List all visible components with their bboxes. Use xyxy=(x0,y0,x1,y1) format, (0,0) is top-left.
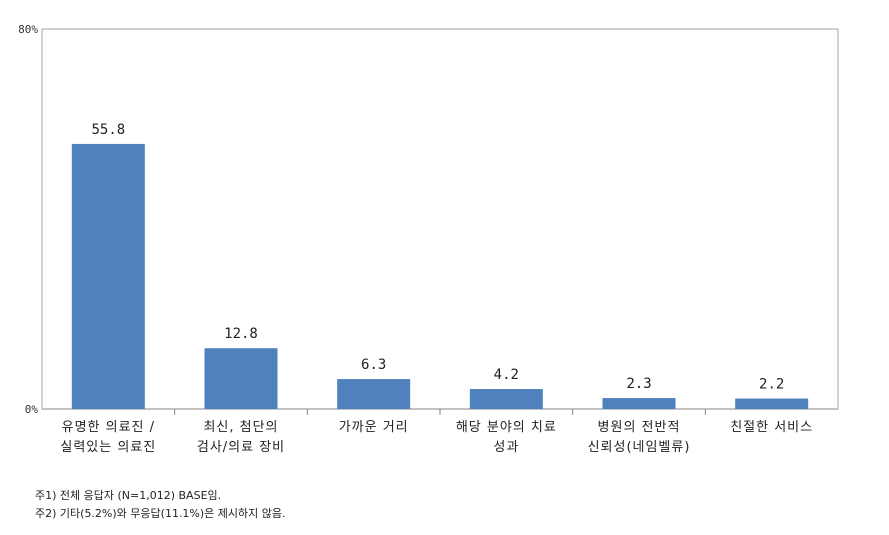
footnote-2: 주2) 기타(5.2%)와 무응답(11.1%)은 제시하지 않음. xyxy=(35,507,286,520)
category-label: 병원의 전반적 xyxy=(598,420,681,435)
category-label: 친절한 서비스 xyxy=(730,420,813,435)
y-tick-label: 0% xyxy=(25,403,39,416)
category-label: 실력있는 의료진 xyxy=(60,440,156,455)
y-axis-ticks: 0% 80% xyxy=(18,23,38,416)
data-label: 2.2 xyxy=(759,377,784,393)
plot-area xyxy=(41,28,839,415)
data-label: 6.3 xyxy=(361,357,386,373)
category-label: 가까운 거리 xyxy=(339,420,409,435)
bar xyxy=(735,398,809,409)
data-label: 12.8 xyxy=(224,326,258,342)
bar xyxy=(469,389,543,409)
plot-border xyxy=(41,28,839,410)
category-label: 성과 xyxy=(493,440,519,455)
footnotes: 주1) 전체 응답자 (N=1,012) BASE임. 주2) 기타(5.2%)… xyxy=(35,487,286,523)
category-label: 해당 분야의 치료 xyxy=(456,420,557,435)
category-label: 검사/의료 장비 xyxy=(197,440,285,455)
bar xyxy=(71,143,145,409)
data-label: 2.3 xyxy=(626,376,651,392)
bar xyxy=(204,348,278,409)
y-tick-label: 80% xyxy=(18,23,38,36)
bars xyxy=(71,143,809,409)
data-label: 4.2 xyxy=(494,367,519,383)
footnote-1: 주1) 전체 응답자 (N=1,012) BASE임. xyxy=(35,489,222,502)
category-label: 유명한 의료진 / xyxy=(62,420,155,435)
category-label: 최신, 첨단의 xyxy=(203,420,278,435)
data-labels: 55.8 12.8 6.3 4.2 2.3 2.2 xyxy=(91,122,784,393)
category-label: 신뢰성(네임벨류) xyxy=(588,440,691,455)
data-label: 55.8 xyxy=(91,122,125,138)
bar xyxy=(602,398,676,409)
bar xyxy=(337,379,411,409)
